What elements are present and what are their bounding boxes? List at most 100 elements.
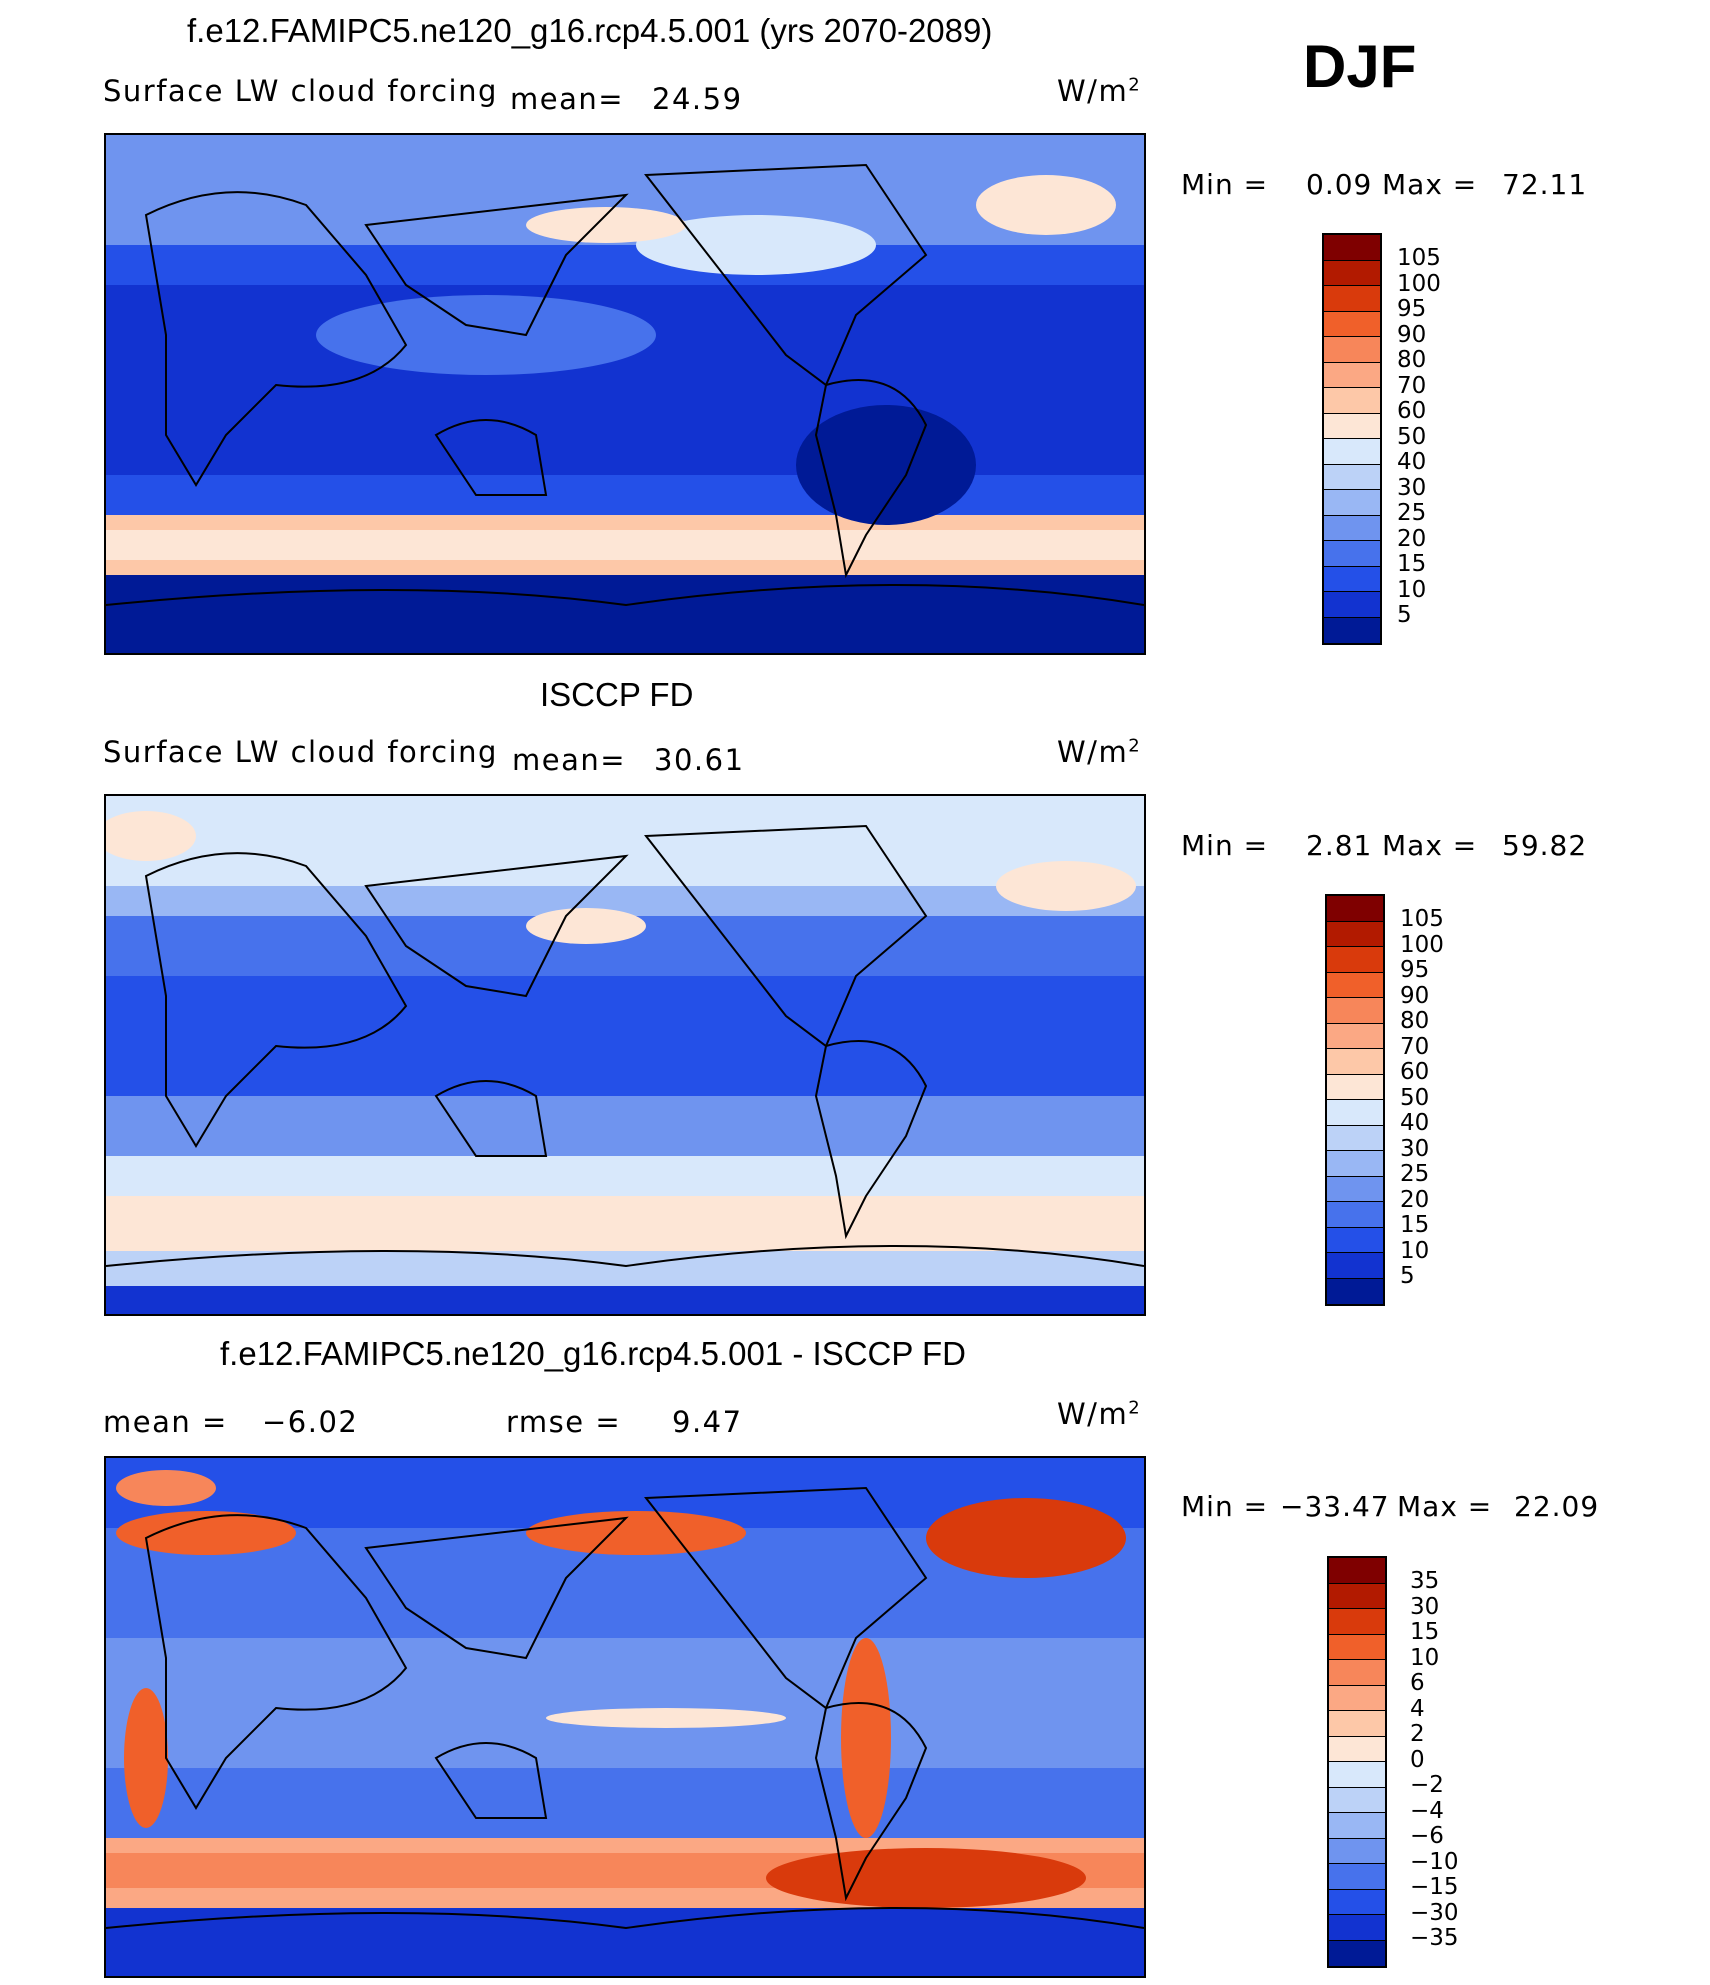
colorbar-tick-label: 90 [1397,321,1427,348]
panel2-max-label: Max = [1382,829,1478,862]
colorbar-tick-label: 30 [1400,1135,1430,1162]
colorbar-swatch [1327,1253,1383,1279]
colorbar-swatch [1327,1100,1383,1126]
panel3-max-value: 22.09 [1514,1490,1600,1523]
colorbar-swatch [1327,896,1383,922]
colorbar-swatch [1324,413,1380,439]
colorbar-swatch [1327,998,1383,1024]
colorbar-tick-label: −15 [1410,1874,1459,1900]
colorbar-tick-label: 4 [1410,1695,1425,1722]
colorbar-swatch [1324,617,1380,643]
colorbar-tick-label: 25 [1397,500,1427,526]
colorbar-swatch [1329,1685,1385,1711]
colorbar-tick-label: 80 [1400,1008,1430,1034]
colorbar-tick-label: 15 [1410,1619,1440,1645]
panel3-min-value: −33.47 [1280,1490,1390,1523]
panel2-map [104,794,1146,1316]
colorbar-swatch [1329,1634,1385,1660]
colorbar-tick-label: 10 [1410,1644,1440,1671]
panel1-colorbar-ticks: 105 100 95 90 80 70 60 50 40 30 25 20 15 10 5 [1397,245,1441,629]
colorbar-tick-label: 105 [1397,245,1441,271]
colorbar-tick-label: 5 [1397,602,1412,628]
colorbar-tick-label: 100 [1397,270,1441,297]
colorbar-tick-label: −10 [1410,1848,1459,1875]
colorbar-tick-label: 70 [1397,372,1427,399]
colorbar-swatch [1327,921,1383,947]
panel1-mean-value: 24.59 [652,82,743,116]
colorbar-tick-label: 95 [1400,957,1430,983]
panel3-mean-label: mean = [103,1405,228,1439]
colorbar-swatch [1329,1711,1385,1737]
colorbar-tick-label: 60 [1397,398,1427,424]
colorbar-swatch [1327,1049,1383,1075]
colorbar-swatch [1324,490,1380,516]
colorbar-swatch [1327,1151,1383,1177]
panel2-min-value: 2.81 [1306,829,1373,862]
colorbar-swatch [1327,1202,1383,1228]
colorbar-swatch [1324,439,1380,465]
colorbar-swatch [1324,566,1380,592]
colorbar-swatch [1324,515,1380,541]
colorbar-swatch [1329,1762,1385,1788]
colorbar-tick-label: 0 [1410,1746,1425,1773]
panel1-colorbar [1322,233,1382,645]
colorbar-tick-label: −2 [1410,1772,1444,1798]
season-label: DJF [1303,33,1417,100]
panel1-max-label: Max = [1382,168,1478,201]
panel2-colorbar-ticks: 105 100 95 90 80 70 60 50 40 30 25 20 15 10 5 [1400,906,1444,1290]
colorbar-swatch [1329,1889,1385,1915]
colorbar-tick-label: −6 [1410,1823,1444,1849]
panel2-max-value: 59.82 [1502,829,1588,862]
panel3-title: f.e12.FAMIPC5.ne120_g16.rcp4.5.001 - ISC… [220,1335,966,1372]
colorbar-swatch [1327,972,1383,998]
colorbar-swatch [1324,362,1380,388]
panel1-min-value: 0.09 [1306,168,1373,201]
colorbar-tick-label: −30 [1410,1899,1459,1926]
colorbar-swatch [1327,1227,1383,1253]
panel2-min-label: Min = [1181,829,1269,862]
colorbar-swatch [1324,260,1380,286]
panel1-units: W/m2 [1057,74,1142,108]
colorbar-tick-label: 30 [1397,474,1427,501]
colorbar-tick-label: 105 [1400,906,1444,932]
colorbar-swatch [1329,1940,1385,1966]
panel2-mean-label: mean= [512,743,627,777]
colorbar-tick-label: 10 [1397,576,1427,603]
colorbar-swatch [1329,1609,1385,1635]
colorbar-swatch [1329,1660,1385,1686]
colorbar-tick-label: 35 [1410,1568,1440,1594]
colorbar-tick-label: 50 [1400,1084,1430,1111]
panel1-min-label: Min = [1181,168,1269,201]
colorbar-swatch [1329,1787,1385,1813]
panel3-map [104,1456,1146,1978]
colorbar-tick-label: 15 [1397,551,1427,577]
panel2-mean-value: 30.61 [654,743,745,777]
panel1-title: f.e12.FAMIPC5.ne120_g16.rcp4.5.001 (yrs … [187,12,993,49]
panel3-rmse-value: 9.47 [672,1405,743,1439]
colorbar-swatch [1324,592,1380,618]
colorbar-tick-label: 80 [1397,347,1427,373]
colorbar-swatch [1329,1583,1385,1609]
colorbar-swatch [1329,1864,1385,1890]
panel3-min-label: Min = [1181,1490,1269,1523]
panel3-mean-value: −6.02 [262,1405,359,1439]
panel3-max-label: Max = [1397,1490,1493,1523]
colorbar-tick-label: −4 [1410,1797,1444,1824]
colorbar-tick-label: 40 [1400,1110,1430,1136]
panel2-units: W/m2 [1057,735,1142,769]
panel2-colorbar [1325,894,1385,1306]
colorbar-swatch [1324,286,1380,312]
colorbar-swatch [1329,1838,1385,1864]
colorbar-tick-label: 95 [1397,296,1427,322]
colorbar-swatch [1324,541,1380,567]
colorbar-tick-label: 15 [1400,1212,1430,1238]
colorbar-swatch [1327,1074,1383,1100]
colorbar-swatch [1327,1023,1383,1049]
panel3-rmse-label: rmse = [506,1405,622,1439]
colorbar-swatch [1327,1176,1383,1202]
panel1-max-value: 72.11 [1502,168,1588,201]
colorbar-tick-label: 40 [1397,449,1427,475]
colorbar-tick-label: 70 [1400,1033,1430,1060]
colorbar-swatch [1329,1558,1385,1584]
colorbar-tick-label: 100 [1400,931,1444,958]
